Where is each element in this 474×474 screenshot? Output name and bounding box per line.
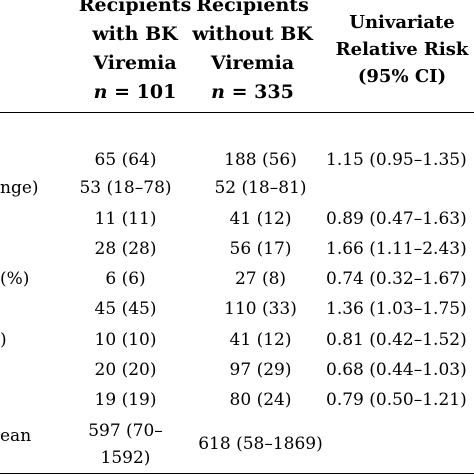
header-recipients-with-bk-viremia: Recipients with BK Viremia n = 101 <box>50 0 220 107</box>
header-univariate-relative-risk: Univariate Relative Risk (95% CI) <box>322 9 474 90</box>
cell-relative-risk: 0.81 (0.42–1.52) <box>326 330 467 350</box>
header-recipients-without-bk-viremia: Recipients without BK Viremia n = 335 <box>185 0 320 107</box>
cell-relative-risk: 0.68 (0.44–1.03) <box>326 360 467 380</box>
cell-with-bk: 597 (70– <box>88 421 163 441</box>
n-symbol: n <box>93 81 108 103</box>
header-line: Recipients <box>78 0 192 16</box>
cell-relative-risk: 1.66 (1.11–2.43) <box>326 239 467 259</box>
cell-without-bk: 80 (24) <box>229 390 292 410</box>
cell-relative-risk: 1.15 (0.95–1.35) <box>326 150 467 170</box>
cell-relative-risk: 0.79 (0.50–1.21) <box>326 390 467 410</box>
cell-without-bk: 41 (12) <box>229 330 292 350</box>
row-label: ) <box>0 330 7 350</box>
cell-with-bk: 11 (11) <box>94 209 157 229</box>
cell-without-bk: 27 (8) <box>234 269 287 289</box>
cell-with-bk: 6 (6) <box>105 269 146 289</box>
header-line: Viremia <box>210 52 295 74</box>
cell-with-bk: 10 (10) <box>94 330 157 350</box>
cell-relative-risk: 0.74 (0.32–1.67) <box>326 269 467 289</box>
header-n-count: n = 335 <box>185 78 320 107</box>
cell-with-bk: 65 (64) <box>94 150 157 170</box>
n-value: = 335 <box>225 81 294 103</box>
cell-without-bk: 52 (18–81) <box>214 178 307 198</box>
row-label: nge) <box>0 178 39 198</box>
row-label: ean <box>0 426 32 446</box>
header-line: (95% CI) <box>357 66 447 87</box>
header-line: Univariate <box>349 12 455 33</box>
header-line: Relative Risk <box>335 39 469 60</box>
cell-without-bk: 41 (12) <box>229 209 292 229</box>
header-line: Viremia <box>93 52 177 74</box>
n-symbol: n <box>211 81 225 103</box>
n-value: = 101 <box>107 81 177 103</box>
cell-relative-risk: 1.36 (1.03–1.75) <box>326 299 467 319</box>
cell-without-bk: 56 (17) <box>229 239 292 259</box>
cell-with-bk: 45 (45) <box>94 299 157 319</box>
header-n-count: n = 101 <box>50 78 220 107</box>
cell-with-bk: 20 (20) <box>94 360 157 380</box>
cell-without-bk: 97 (29) <box>229 360 292 380</box>
row-label: (%) <box>0 269 30 289</box>
cell-without-bk: 110 (33) <box>224 299 297 319</box>
cell-with-bk-continued: 1592) <box>100 448 151 468</box>
header-line: without BK <box>192 23 313 45</box>
header-rule <box>0 112 474 113</box>
cell-without-bk: 618 (58–1869) <box>198 434 323 454</box>
cell-with-bk: 19 (19) <box>94 390 157 410</box>
cell-relative-risk: 0.89 (0.47–1.63) <box>326 209 467 229</box>
cell-with-bk: 28 (28) <box>94 239 157 259</box>
cell-with-bk: 53 (18–78) <box>79 178 172 198</box>
header-line: with BK <box>92 23 178 45</box>
header-line: Recipients <box>196 0 309 16</box>
cell-without-bk: 188 (56) <box>224 150 297 170</box>
